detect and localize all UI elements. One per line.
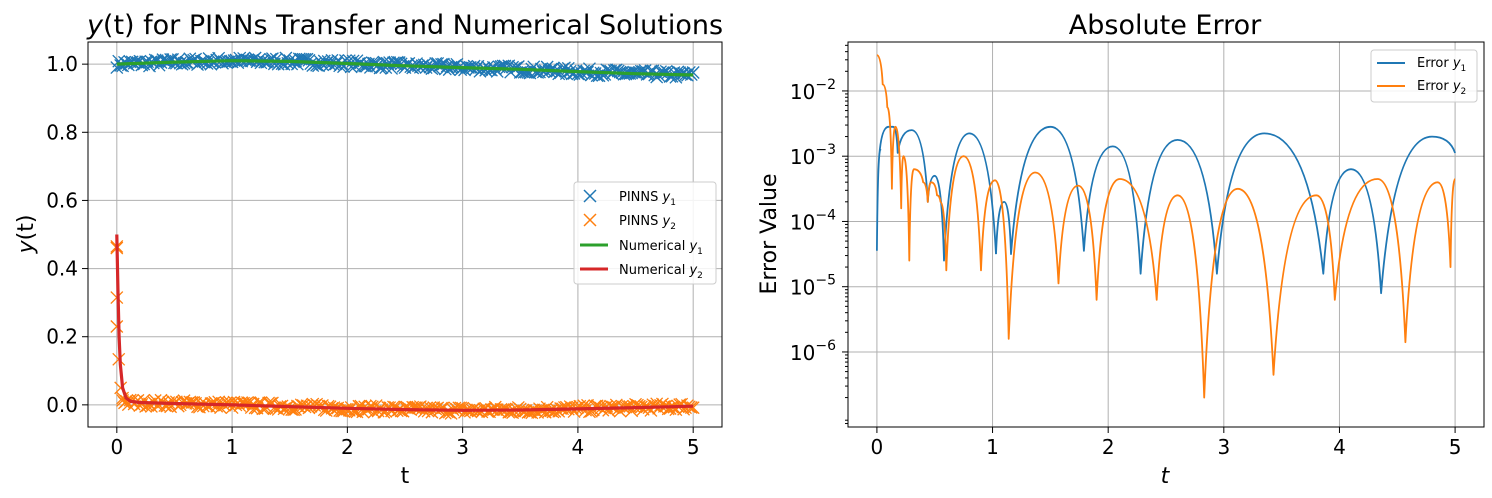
data-point-marker xyxy=(302,53,316,67)
data-point-marker xyxy=(435,401,448,415)
data-point-marker xyxy=(604,399,618,413)
left-y-tick-label: 0.0 xyxy=(46,393,78,417)
legend-marker-pinns-y2 xyxy=(583,213,597,227)
legend-label-numerical-y1: Numerical y1 xyxy=(619,239,703,257)
right-x-tick-label: 5 xyxy=(1449,435,1462,459)
error-curve xyxy=(876,54,1456,399)
legend-label-numerical-y2: Numerical y2 xyxy=(619,263,703,281)
right-series xyxy=(876,54,1456,399)
right-y-tick-label: 10−3 xyxy=(790,142,836,169)
left-plot-frame xyxy=(87,41,723,428)
data-point-marker xyxy=(665,69,679,83)
left-x-ticks: 0 1 2 3 4 5 xyxy=(110,427,700,459)
left-y-tick-label: 0.8 xyxy=(46,120,78,144)
left-chart-title: y(t) for PINNs Transfer and Numerical So… xyxy=(86,10,723,41)
series-error-y2 xyxy=(876,54,1456,399)
left-series xyxy=(110,51,700,420)
left-y-tick-label: 1.0 xyxy=(46,52,78,76)
left-x-tick-label: 1 xyxy=(226,435,239,459)
data-point-marker xyxy=(388,400,402,414)
right-y-tick-label: 10−6 xyxy=(790,338,836,365)
left-y-ticks: 0.0 0.2 0.4 0.6 0.8 1.0 xyxy=(46,52,88,417)
right-x-tick-label: 0 xyxy=(871,435,884,459)
data-point-marker xyxy=(244,401,258,414)
left-x-axis-label: t xyxy=(401,464,410,489)
left-y-tick-label: 0.4 xyxy=(46,257,78,281)
left-x-tick-label: 2 xyxy=(341,435,354,459)
data-point-marker xyxy=(231,56,245,70)
legend-marker-pinns-y1 xyxy=(583,189,597,203)
data-point-marker xyxy=(116,59,130,73)
series-pinns-y1 xyxy=(110,51,700,84)
data-point-marker xyxy=(110,320,124,333)
right-chart: 0 1 2 3 4 5 10−6 10−5 10−4 10−3 10−2 Absolute Err… xyxy=(757,10,1485,489)
series-numerical-y1 xyxy=(116,59,694,77)
left-legend-box xyxy=(573,181,717,285)
right-x-tick-label: 1 xyxy=(986,435,999,459)
right-y-axis-label: Error Value xyxy=(757,173,782,294)
right-legend: Error y1 Error y2 xyxy=(1370,49,1478,103)
left-x-tick-label: 5 xyxy=(687,435,700,459)
right-y-ticks: 10−6 10−5 10−4 10−3 10−2 xyxy=(790,44,848,425)
left-y-tick-label: 0.6 xyxy=(46,188,78,212)
series-error-y1 xyxy=(876,125,1456,295)
right-y-tick-label: 10−2 xyxy=(790,77,836,104)
right-plot-frame xyxy=(847,41,1485,428)
left-y-axis-label: y(t) xyxy=(14,215,39,255)
right-x-axis-label: t xyxy=(1161,464,1171,489)
left-legend: PINNS y1 PINNS y2 Numerical y1 Numerical… xyxy=(573,181,717,285)
right-x-ticks: 0 1 2 3 4 5 xyxy=(871,427,1462,459)
data-point-marker xyxy=(502,405,516,419)
right-y-tick-label: 10−4 xyxy=(790,207,836,234)
left-chart: 0 1 2 3 4 5 0.0 0.2 0.4 0.6 0.8 1.0 y(t) for PINNs… xyxy=(14,10,723,489)
data-point-marker xyxy=(119,394,133,408)
right-chart-title: Absolute Error xyxy=(1069,10,1262,41)
error-curve xyxy=(995,125,1456,295)
error-curve xyxy=(876,125,997,262)
legend-label-error-y1: Error y1 xyxy=(1417,56,1466,74)
series-numerical-y2 xyxy=(115,234,694,412)
left-x-tick-label: 4 xyxy=(572,435,585,459)
right-x-tick-label: 3 xyxy=(1217,435,1230,459)
data-point-marker xyxy=(342,403,356,417)
right-grid xyxy=(848,42,1484,427)
data-point-marker xyxy=(315,399,329,412)
legend-label-error-y2: Error y2 xyxy=(1417,79,1466,97)
left-x-tick-label: 0 xyxy=(110,435,123,459)
left-x-tick-label: 3 xyxy=(456,435,469,459)
right-x-tick-label: 2 xyxy=(1102,435,1115,459)
legend-label-pinns-y1: PINNS y1 xyxy=(619,190,676,208)
right-y-tick-label: 10−5 xyxy=(790,273,836,300)
left-y-tick-label: 0.2 xyxy=(46,325,78,349)
legend-label-pinns-y2: PINNS y2 xyxy=(619,214,676,232)
right-x-tick-label: 4 xyxy=(1333,435,1346,459)
